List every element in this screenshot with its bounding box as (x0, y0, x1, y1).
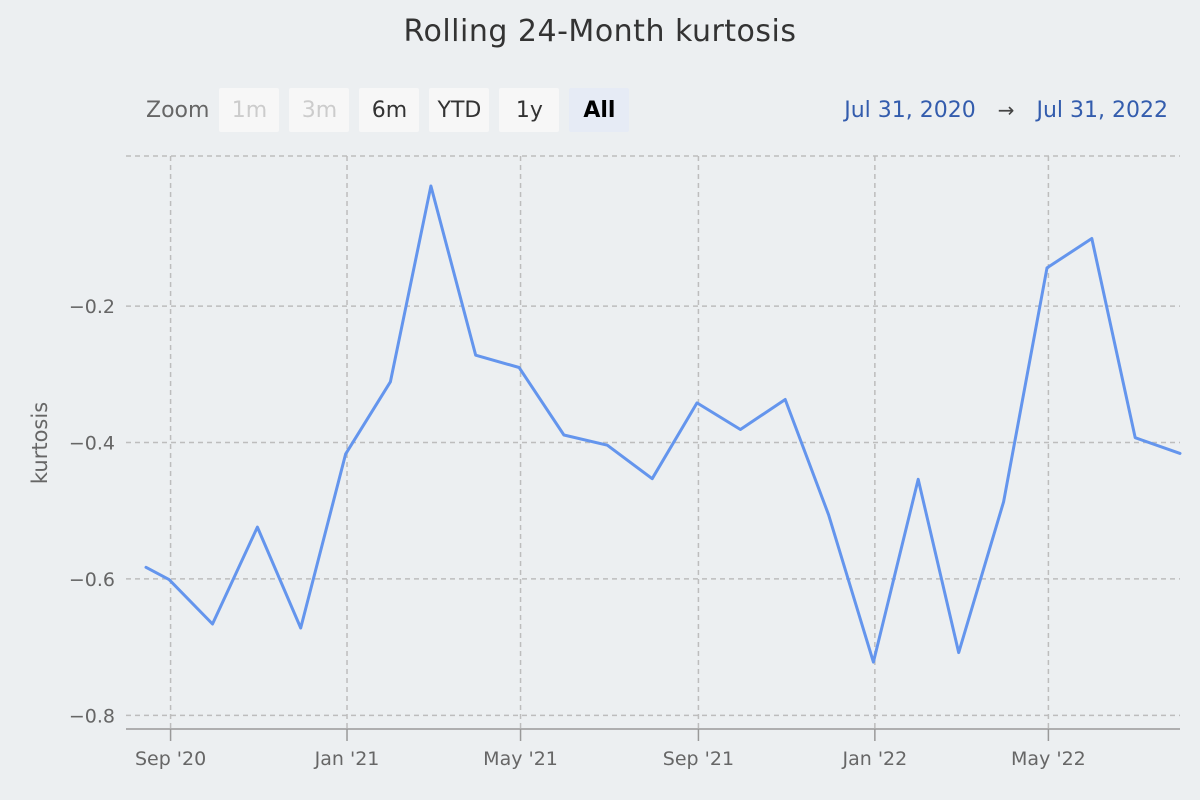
kurtosis-series-line[interactable] (144, 184, 1182, 664)
range-from-date[interactable]: Jul 31, 2020 (844, 97, 976, 123)
data-point[interactable] (251, 521, 263, 533)
zoom-3m-button[interactable]: 3m (289, 88, 350, 132)
data-point[interactable] (734, 424, 746, 436)
data-point[interactable] (1041, 262, 1053, 274)
x-tick-label: Jan '21 (314, 748, 380, 770)
zoom-all-button[interactable]: All (569, 88, 630, 132)
axes: −0.8 −0.6 −0.4 −0.2 Sep '20 Jan '21 May '21 Sep… (69, 296, 1180, 770)
data-point[interactable] (912, 473, 924, 485)
data-point[interactable] (558, 429, 570, 441)
data-point[interactable] (1174, 447, 1186, 459)
data-point[interactable] (470, 349, 482, 361)
data-point[interactable] (823, 509, 835, 521)
data-point[interactable] (425, 180, 437, 192)
data-point[interactable] (140, 561, 152, 573)
data-point[interactable] (646, 473, 658, 485)
zoom-1m-button[interactable]: 1m (219, 88, 280, 132)
zoom-label: Zoom (146, 97, 210, 123)
y-tick-label: −0.8 (69, 705, 115, 727)
data-point[interactable] (691, 397, 703, 409)
range-arrow-icon: → (997, 98, 1015, 122)
chart-title: Rolling 24-Month kurtosis (403, 14, 797, 49)
data-point[interactable] (384, 376, 396, 388)
zoom-ytd-button[interactable]: YTD (429, 88, 490, 132)
date-range-selector: Jul 31, 2020 → Jul 31, 2022 (844, 88, 1168, 132)
data-point[interactable] (779, 394, 791, 406)
series-layer (140, 180, 1186, 668)
y-tick-label: −0.4 (69, 433, 115, 455)
x-tick-label: May '21 (483, 748, 558, 770)
data-point[interactable] (513, 361, 525, 373)
zoom-1y-button[interactable]: 1y (499, 88, 560, 132)
y-axis-title: kurtosis (28, 402, 52, 484)
data-point[interactable] (953, 647, 965, 659)
data-point[interactable] (340, 448, 352, 460)
data-point[interactable] (867, 656, 879, 668)
x-tick-label: Jan '22 (841, 748, 907, 770)
x-tick-label: May '22 (1011, 748, 1086, 770)
zoom-toolbar: Zoom 1m 3m 6m YTD 1y All (146, 88, 639, 132)
y-tick-label: −0.2 (69, 296, 115, 318)
range-to-date[interactable]: Jul 31, 2022 (1036, 97, 1168, 123)
data-point[interactable] (295, 622, 307, 634)
x-tick-label: Sep '21 (663, 748, 734, 770)
data-point[interactable] (1086, 233, 1098, 245)
zoom-6m-button[interactable]: 6m (359, 88, 420, 132)
grid (126, 155, 1180, 729)
data-point[interactable] (601, 439, 613, 451)
data-point[interactable] (163, 574, 175, 586)
y-tick-label: −0.6 (69, 569, 115, 591)
data-point[interactable] (1129, 432, 1141, 444)
data-point[interactable] (207, 618, 219, 630)
x-tick-label: Sep '20 (135, 748, 206, 770)
data-point[interactable] (998, 496, 1010, 508)
